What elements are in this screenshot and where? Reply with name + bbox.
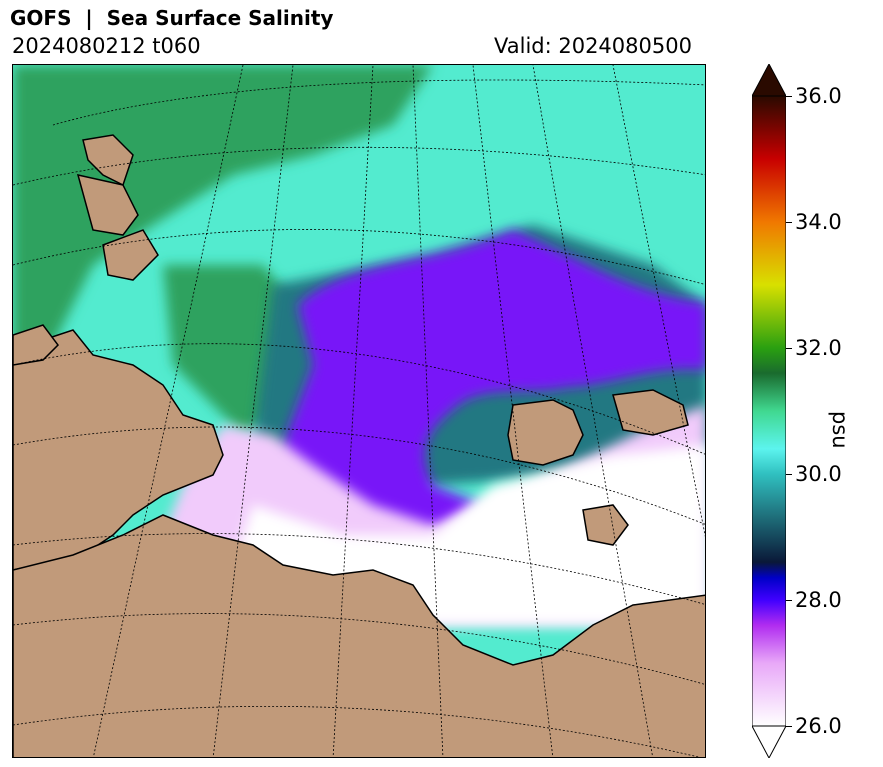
colorbar-unit-label: psu [828, 411, 852, 449]
map-title: GOFS | Sea Surface Salinity [10, 6, 334, 30]
island-far-east [612, 389, 689, 436]
colorbar-tick-label: 28.0 [795, 588, 842, 612]
colorbar-extend-min [752, 725, 786, 758]
island-east [507, 399, 584, 466]
colorbar-tick-label: 34.0 [795, 210, 842, 234]
model-run-label: 2024080212 t060 [12, 34, 201, 58]
fresh-plume-field [263, 230, 705, 545]
colorbar-tick-mark [786, 222, 792, 223]
southern-coast [13, 514, 705, 757]
colorbar-tick-mark [786, 348, 792, 349]
colorbar-extend-max [752, 64, 786, 97]
peninsula-west [13, 324, 59, 366]
colorbar-tick-mark [786, 600, 792, 601]
colorbar-tick-label: 26.0 [795, 714, 842, 738]
island-small [582, 504, 629, 546]
salinity-map[interactable] [13, 65, 706, 758]
colorbar-tick-label: 30.0 [795, 462, 842, 486]
colorbar-tick-mark [786, 96, 792, 97]
colorbar-tick-mark [786, 726, 792, 727]
colorbar-gradient [752, 95, 786, 727]
salinity-colorbar [752, 64, 786, 758]
colorbar-tick-mark [786, 474, 792, 475]
valid-time-label: Valid: 2024080500 [494, 34, 692, 58]
colorbar-tick-label: 36.0 [795, 84, 842, 108]
land-masses [13, 134, 705, 757]
archipelago-mid [76, 173, 139, 236]
salinity-map-panel[interactable] [12, 64, 706, 758]
colorbar-tick-label: 32.0 [795, 336, 842, 360]
graticule [13, 65, 705, 757]
island-nw [102, 229, 159, 281]
